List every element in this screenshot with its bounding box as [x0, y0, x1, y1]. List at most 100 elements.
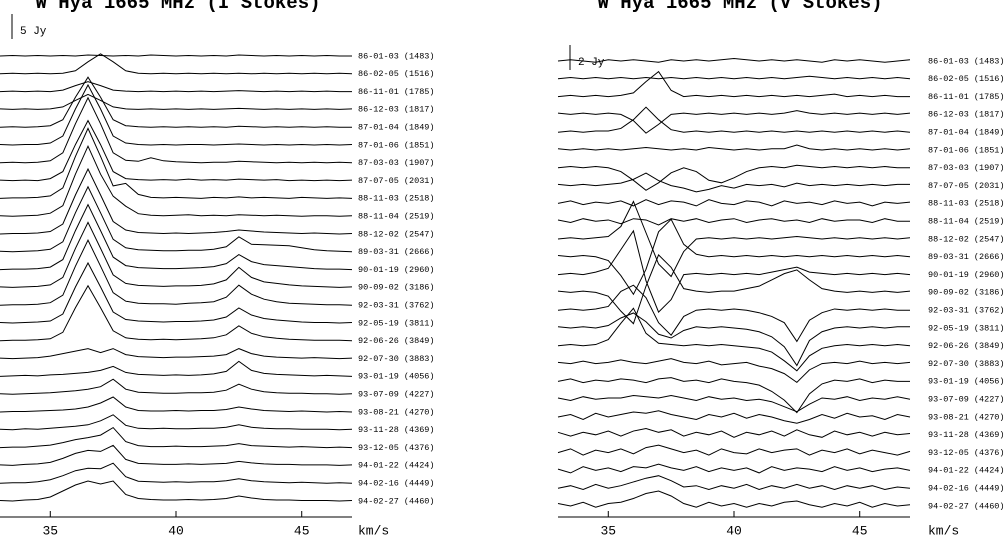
spectrum: [557, 284, 910, 343]
series-label: 89-03-31 (2666): [928, 252, 1005, 262]
series-label: 86-11-01 (1785): [358, 87, 435, 97]
spectrum: [0, 462, 353, 484]
spectrum: [0, 76, 352, 128]
series-label: 87-03-03 (1907): [358, 158, 435, 168]
series-label: 88-11-04 (2519): [358, 211, 435, 221]
spectrum: [0, 167, 353, 235]
series-label: 86-12-03 (1817): [358, 105, 435, 115]
x-tick-label: 45: [294, 523, 310, 536]
spectrum: [557, 144, 911, 151]
series-label: 93-11-28 (4369): [928, 430, 1005, 440]
series-label: 93-11-28 (4369): [358, 425, 435, 435]
spectrum: [557, 110, 911, 134]
spectrum: [0, 96, 353, 164]
spectrum: [557, 172, 910, 193]
series-label: 90-01-19 (2960): [358, 265, 435, 275]
spectrum: [557, 475, 911, 490]
x-tick-label: 45: [852, 523, 868, 536]
series-label: 86-02-05 (1516): [928, 74, 1005, 84]
spectrum: [557, 307, 911, 372]
x-tick-label: 35: [600, 523, 616, 536]
series-label: 92-05-19 (3811): [358, 318, 435, 328]
spectrum: [0, 261, 353, 324]
series-label: 92-07-30 (3883): [358, 354, 435, 364]
spectrum: [557, 57, 911, 63]
spectrum: [0, 396, 353, 413]
series-label: 93-12-05 (4376): [928, 448, 1005, 458]
scale-bar-label: 5 Jy: [20, 26, 47, 38]
spectrum: [557, 410, 911, 424]
spectrum: [557, 218, 910, 226]
x-tick-label: 35: [42, 523, 58, 536]
spectrum: [557, 199, 911, 207]
chart-title: W Hya 1665 MHz (I Stokes): [35, 0, 320, 14]
spectrum: [557, 106, 911, 133]
spectrum: [0, 54, 352, 57]
spectrum: [0, 444, 353, 466]
series-label: 86-11-01 (1785): [928, 92, 1005, 102]
series-label: 86-01-03 (1483): [928, 56, 1005, 66]
series-label: 90-01-19 (2960): [928, 270, 1005, 280]
spectrum: [557, 200, 911, 278]
spectrum: [557, 218, 911, 296]
series-label: 93-08-21 (4270): [358, 407, 435, 417]
series-label: 87-03-03 (1907): [928, 163, 1005, 173]
series-label: 87-01-06 (1851): [358, 140, 435, 150]
spectrum: [557, 254, 911, 325]
series-label: 93-01-19 (4056): [928, 377, 1005, 387]
spectrum: [557, 490, 911, 508]
x-tick-label: 40: [726, 523, 742, 536]
spectrum: [557, 75, 911, 80]
spectrum: [557, 312, 910, 367]
series-label: 89-03-31 (2666): [358, 247, 435, 257]
series-label: 86-12-03 (1817): [928, 110, 1005, 120]
series-label: 88-11-04 (2519): [928, 216, 1005, 226]
spectrum: [0, 239, 353, 306]
spectrum: [0, 221, 353, 288]
spectrum: [557, 358, 911, 383]
series-label: 93-07-09 (4227): [358, 389, 435, 399]
spectrum: [557, 463, 911, 474]
series-label: 90-09-02 (3186): [928, 288, 1005, 298]
spectrum: [557, 428, 911, 438]
series-label: 93-08-21 (4270): [928, 412, 1005, 422]
series-label: 87-01-04 (1849): [358, 122, 435, 132]
series-label: 94-02-27 (4460): [928, 501, 1005, 511]
series-label: 92-03-31 (3762): [358, 300, 435, 310]
spectrum: [557, 377, 910, 414]
x-axis-label: km/s: [358, 523, 389, 536]
spectrum: [0, 53, 353, 75]
series-label: 93-07-09 (4227): [928, 394, 1005, 404]
series-label: 93-01-19 (4056): [358, 372, 435, 382]
spectrum: [0, 203, 353, 271]
spectrum: [0, 426, 353, 449]
series-label: 94-02-27 (4460): [358, 496, 435, 506]
series-label: 86-01-03 (1483): [358, 51, 435, 61]
spectrum: [0, 480, 353, 502]
series-label: 88-12-02 (2547): [358, 229, 435, 239]
spectrum: [0, 284, 353, 342]
spectrum: [557, 70, 910, 98]
spectrum: [0, 414, 353, 431]
series-label: 92-03-31 (3762): [928, 305, 1005, 315]
series-label: 93-12-05 (4376): [358, 443, 435, 453]
series-label: 88-11-03 (2518): [358, 194, 435, 204]
chart-title: W Hya 1665 MHz (V Stokes): [597, 0, 882, 14]
spectrum: [0, 83, 353, 146]
spectrum: [557, 444, 911, 456]
series-label: 92-06-26 (3849): [928, 341, 1005, 351]
spectrum: [557, 164, 910, 191]
spectrum: [0, 119, 353, 182]
series-label: 88-12-02 (2547): [928, 234, 1005, 244]
series-label: 87-07-05 (2031): [358, 176, 435, 186]
spectrum: [0, 144, 353, 217]
spectrum: [0, 93, 353, 110]
series-label: 94-02-16 (4449): [928, 483, 1005, 493]
series-label: 92-07-30 (3883): [928, 359, 1005, 369]
spectrum: [0, 378, 353, 395]
spectrum: [0, 185, 353, 253]
series-label: 87-01-04 (1849): [928, 127, 1005, 137]
series-label: 88-11-03 (2518): [928, 199, 1005, 209]
x-axis-label: km/s: [928, 523, 959, 536]
